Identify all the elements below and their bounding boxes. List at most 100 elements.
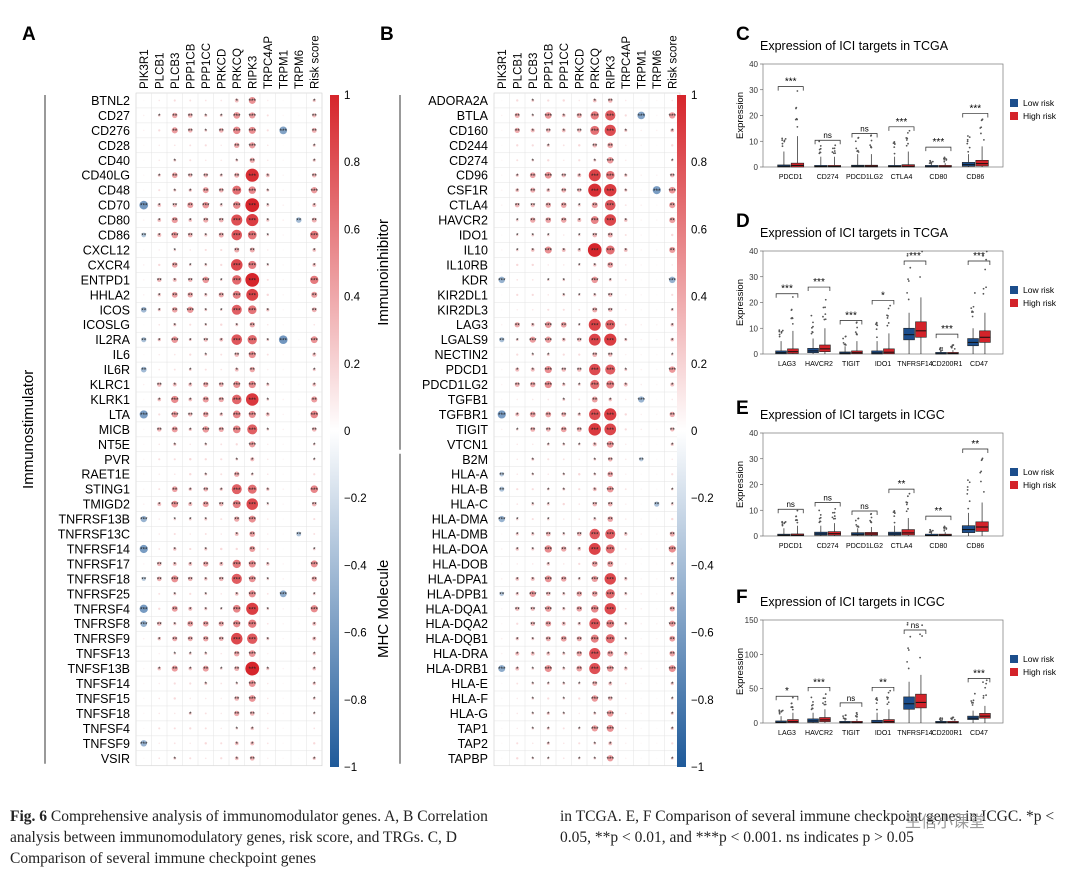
outlier-point [886, 703, 889, 706]
significance-mark: * [235, 457, 238, 464]
correlation-dot [235, 682, 239, 685]
outlier-point [971, 315, 974, 318]
correlation-dot [173, 712, 176, 715]
significance-mark: ** [219, 427, 225, 434]
correlation-dot [235, 323, 239, 327]
colorbar-tick-label: 0 [344, 426, 350, 438]
correlation-dot [514, 112, 520, 118]
significance-bracket [814, 139, 841, 145]
significance-mark: *** [248, 651, 256, 658]
panel-label-B: B [380, 24, 394, 45]
significance-mark: * [173, 591, 176, 598]
significance-bracket [935, 333, 959, 339]
significance-mark: *** [233, 188, 241, 195]
correlation-dot [624, 99, 627, 102]
significance-mark: * [313, 711, 316, 718]
outlier-point [966, 140, 969, 143]
significance-mark: ** [592, 562, 598, 569]
outlier-point [781, 137, 784, 140]
significance-mark: *** [233, 203, 241, 210]
correlation-dot [640, 593, 643, 595]
correlation-dot [172, 547, 177, 551]
outlier-point [982, 491, 985, 493]
correlation-dot [312, 666, 317, 671]
row-label: TNFRSF25 [67, 587, 130, 601]
significance-mark: *** [233, 263, 241, 270]
significance-mark: * [593, 292, 596, 299]
correlation-dot [562, 278, 566, 282]
significance-mark: *** [591, 248, 599, 255]
significance-mark: ** [219, 292, 225, 299]
correlation-dot [607, 142, 614, 149]
correlation-dot [204, 128, 208, 132]
correlation-dot [640, 219, 643, 221]
significance-mark: ** [172, 113, 178, 120]
group-label: MHC Molecule [375, 560, 392, 658]
significance-mark: *** [606, 188, 614, 195]
significance-bracket [925, 515, 952, 521]
correlation-dot [234, 696, 240, 701]
correlation-dot [500, 697, 503, 700]
correlation-dot [282, 697, 285, 700]
outlier-point [982, 697, 985, 699]
significance-mark: * [531, 636, 534, 643]
significance-mark: *** [248, 128, 256, 135]
correlation-dot [140, 515, 147, 523]
outlier-point [982, 255, 984, 257]
outlier-point [870, 139, 873, 142]
correlation-dot [516, 473, 519, 476]
correlation-dot [637, 111, 646, 120]
correlation-dot [234, 172, 240, 178]
significance-mark: *** [233, 218, 241, 225]
outlier-point [906, 623, 909, 626]
correlation-dot [623, 248, 628, 252]
outlier-point [812, 701, 814, 703]
significance-mark: *** [248, 487, 256, 494]
significance-mark: *** [248, 696, 256, 703]
correlation-dot [204, 533, 207, 535]
correlation-dot [189, 757, 192, 760]
correlation-dot [655, 323, 658, 326]
correlation-dot [203, 577, 208, 581]
correlation-dot [157, 427, 162, 432]
correlation-dot [266, 592, 269, 595]
correlation-dot [204, 727, 207, 730]
correlation-dot [297, 159, 300, 162]
significance-mark: *** [653, 188, 661, 195]
correlation-dot [500, 578, 503, 580]
significance-mark: * [671, 382, 674, 389]
correlation-dot [605, 245, 615, 255]
outlier-point [856, 326, 859, 329]
row-label: TNFRSF13B [58, 513, 130, 527]
correlation-dot [157, 218, 162, 222]
outlier-point [892, 511, 895, 514]
correlation-dot [282, 518, 285, 520]
significance-label: ** [934, 506, 942, 517]
row-label: ICOS [99, 303, 130, 317]
colorbar-tick-label: −0.4 [344, 560, 367, 572]
correlation-dot [670, 427, 675, 432]
outlier-point [966, 486, 969, 488]
correlation-dot [562, 518, 565, 520]
correlation-dot [245, 198, 260, 213]
significance-mark: ** [188, 412, 194, 419]
significance-mark: * [516, 248, 519, 255]
correlation-dot [500, 503, 503, 505]
significance-mark: * [313, 681, 316, 688]
box-high-risk [819, 344, 831, 352]
correlation-dot [220, 353, 223, 356]
significance-mark: * [189, 188, 192, 195]
correlation-dot [157, 203, 162, 207]
colorbar-tick-label: −0.4 [691, 560, 714, 572]
correlation-dot [282, 428, 285, 431]
correlation-dot [231, 394, 242, 405]
significance-mark: *** [202, 427, 210, 434]
outlier-point [870, 134, 873, 137]
outlier-point [819, 520, 822, 523]
correlation-dot [593, 756, 597, 760]
y-tick-label: 20 [749, 481, 758, 490]
correlation-dot [157, 397, 162, 402]
column-label: PLCB1 [154, 53, 166, 89]
correlation-dot [142, 219, 145, 221]
